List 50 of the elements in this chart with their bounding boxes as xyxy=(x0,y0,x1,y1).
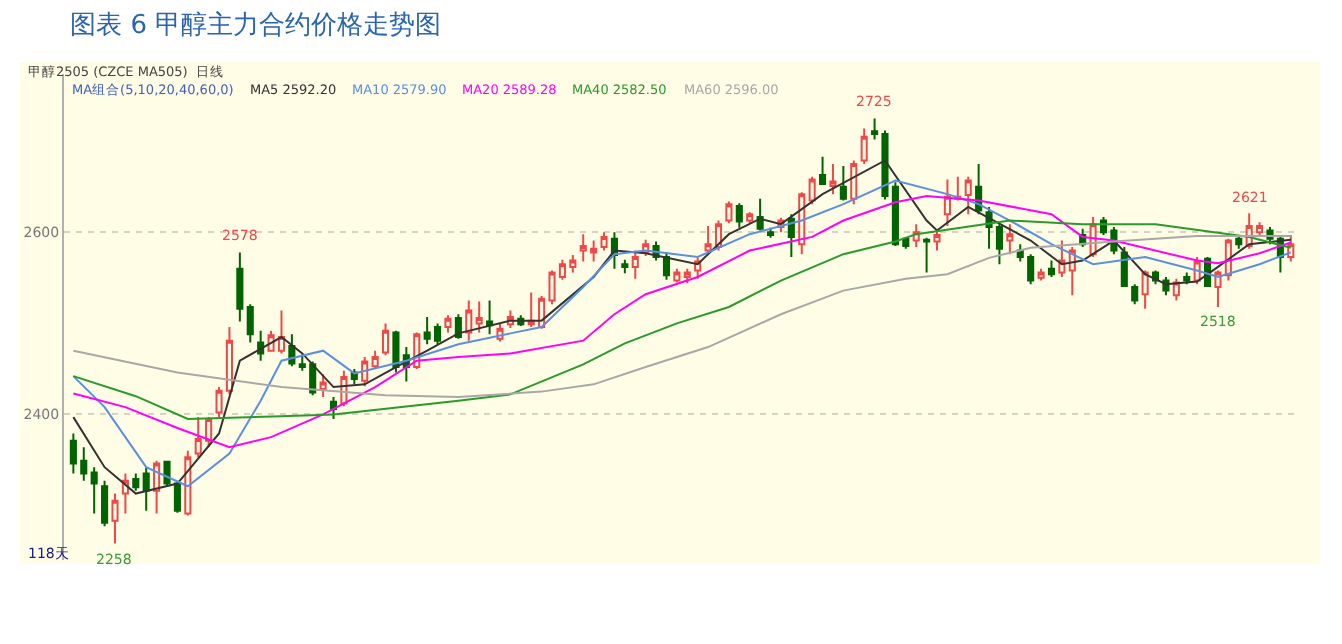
candlestick xyxy=(923,236,931,274)
candlestick xyxy=(236,251,244,323)
line-series xyxy=(72,194,1292,449)
candlestick xyxy=(90,466,98,515)
line-series xyxy=(72,219,1292,420)
candlestick xyxy=(673,267,681,284)
candlestick xyxy=(819,155,827,186)
candlestick xyxy=(1006,223,1014,256)
candlestick xyxy=(766,226,775,239)
candlestick xyxy=(808,175,816,206)
candlestick xyxy=(829,163,837,196)
candlestick xyxy=(121,472,129,515)
candlestick xyxy=(465,299,473,342)
candlestick xyxy=(860,127,868,166)
candlestick xyxy=(1058,239,1066,278)
candlestick xyxy=(132,472,140,492)
candlestick xyxy=(1141,269,1149,310)
candlestick xyxy=(725,200,733,225)
candlestick xyxy=(111,492,119,545)
candlestick xyxy=(662,251,671,281)
candlestick xyxy=(361,356,369,388)
candlestick xyxy=(600,231,608,252)
candlestick xyxy=(163,460,171,488)
candlestick xyxy=(486,299,494,336)
candlestick xyxy=(964,175,972,216)
candlestick xyxy=(850,159,858,206)
candlestick xyxy=(454,313,462,340)
candlestick xyxy=(1037,267,1045,282)
candlestick xyxy=(101,479,109,528)
candlestick xyxy=(392,329,400,374)
candlestick xyxy=(381,322,390,357)
candlestick xyxy=(1235,234,1243,250)
candlestick xyxy=(839,164,847,202)
candlestick xyxy=(173,479,181,514)
candlestick xyxy=(184,449,192,517)
candlestick xyxy=(319,373,327,399)
candlestick xyxy=(1047,259,1056,278)
candlestick xyxy=(621,258,629,275)
candlestick xyxy=(735,202,743,229)
candlestick xyxy=(142,466,150,512)
candlestick xyxy=(475,300,483,334)
candlestick xyxy=(746,211,754,225)
candlestick xyxy=(787,213,795,258)
candlestick xyxy=(933,229,941,252)
candlestick xyxy=(246,303,254,344)
candlestick xyxy=(371,349,379,370)
chart-title: 图表 6 甲醇主力合约价格走势图 xyxy=(70,9,442,42)
candlestick xyxy=(631,249,639,280)
candlestick xyxy=(1183,271,1191,286)
candlestick xyxy=(444,314,452,334)
